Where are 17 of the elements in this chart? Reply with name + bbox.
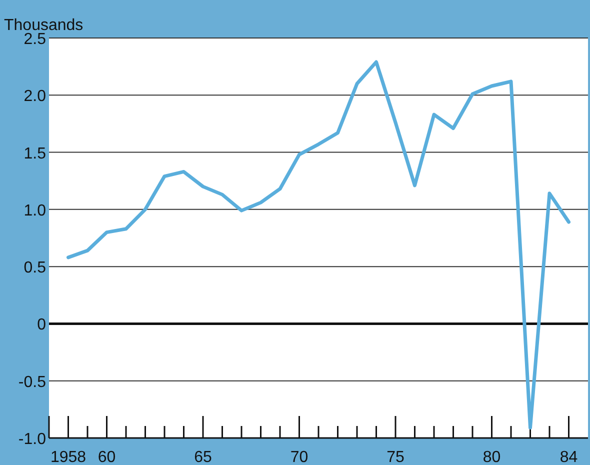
y-tick-label: -1.0 [18, 431, 46, 448]
y-tick-label: 1.0 [24, 202, 46, 220]
x-tick-label: 65 [194, 449, 212, 465]
y-tick-label: 2.0 [24, 88, 46, 106]
x-tick-label: 80 [482, 449, 501, 465]
y-tick-label: 2.5 [24, 31, 46, 48]
x-tick-label: 1958 [50, 449, 86, 465]
x-tick-label: 70 [290, 449, 308, 465]
y-tick-label: -0.5 [18, 374, 46, 391]
x-tick-label: 75 [386, 449, 404, 465]
y-tick-label: 0 [37, 316, 46, 334]
y-tick-label: 0.5 [24, 260, 46, 277]
x-tick-label: 60 [98, 449, 116, 465]
x-tick-label: 84 [560, 449, 578, 465]
line-series [66, 60, 570, 430]
y-tick-label: 1.5 [24, 145, 46, 162]
y-axis-title: Thousands [4, 17, 84, 34]
